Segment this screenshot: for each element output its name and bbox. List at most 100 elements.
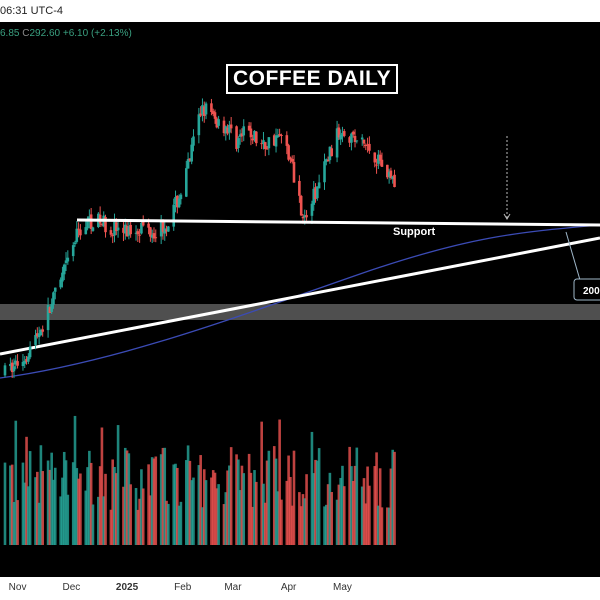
candle-body bbox=[217, 119, 220, 126]
candle-body bbox=[12, 366, 16, 372]
volume-bar bbox=[62, 451, 66, 545]
volume-bar bbox=[298, 492, 301, 545]
candle-body bbox=[375, 164, 378, 166]
candle-body bbox=[100, 223, 104, 225]
volume-bar bbox=[199, 455, 202, 545]
candle-body bbox=[66, 257, 70, 262]
volume-bar bbox=[64, 460, 68, 545]
candle-body bbox=[167, 226, 170, 232]
volume-bar bbox=[255, 481, 258, 545]
candle-body bbox=[163, 228, 167, 234]
candle-body bbox=[355, 140, 359, 142]
volume-bar bbox=[299, 506, 303, 545]
candle-body bbox=[136, 231, 140, 235]
candle-body bbox=[213, 112, 217, 119]
candle-body bbox=[190, 144, 193, 162]
candle-body bbox=[299, 195, 303, 216]
volume-bar bbox=[366, 466, 369, 545]
volume-bar bbox=[114, 473, 118, 545]
candle-body bbox=[50, 304, 53, 312]
candle-body bbox=[341, 132, 344, 137]
candle-body bbox=[79, 229, 82, 236]
volume-bar bbox=[37, 502, 41, 545]
candle-body bbox=[353, 135, 357, 142]
volume-bar bbox=[247, 453, 251, 545]
candle-body bbox=[274, 135, 278, 147]
candle-body bbox=[242, 126, 246, 136]
candle-body bbox=[260, 143, 263, 145]
volume-bar bbox=[238, 490, 242, 545]
support-line bbox=[76, 218, 600, 227]
candle-body bbox=[202, 106, 206, 116]
volume-bar bbox=[355, 447, 359, 545]
volume-bar bbox=[290, 505, 294, 545]
candle-body bbox=[129, 224, 132, 235]
candle-body bbox=[373, 152, 377, 163]
volume-bar bbox=[276, 491, 280, 545]
price-chart-svg: Support 200 bbox=[0, 98, 600, 545]
volume-bar bbox=[3, 462, 7, 545]
volume-bar bbox=[176, 467, 179, 545]
volume-bar bbox=[337, 484, 341, 545]
volume-bar bbox=[389, 468, 393, 545]
volume-bar bbox=[210, 477, 213, 545]
volume-bar bbox=[116, 425, 120, 545]
volume-bar bbox=[267, 450, 271, 545]
volume-bar bbox=[152, 458, 156, 545]
candle-body bbox=[342, 131, 346, 136]
candle-body bbox=[305, 215, 308, 218]
volume-bar bbox=[161, 447, 165, 545]
x-tick-apr: Apr bbox=[280, 582, 297, 593]
candle-body bbox=[298, 180, 301, 196]
candle-body bbox=[16, 361, 19, 366]
support-label: Support bbox=[393, 226, 435, 238]
volume-bar bbox=[134, 488, 138, 545]
dotted-marker-arrow bbox=[503, 213, 511, 220]
candle-body bbox=[278, 134, 281, 136]
candle-body bbox=[235, 126, 238, 149]
x-tick-may: May bbox=[333, 582, 352, 593]
x-tick-feb: Feb bbox=[174, 582, 192, 593]
candle-body bbox=[21, 361, 25, 367]
volume-bar bbox=[215, 488, 219, 545]
candle-body bbox=[328, 146, 332, 161]
candle-body bbox=[215, 118, 219, 128]
volume-bar bbox=[75, 468, 79, 545]
volume-bar bbox=[339, 477, 342, 545]
candle-body bbox=[186, 159, 190, 169]
candle-body bbox=[339, 134, 342, 140]
candle-body bbox=[123, 224, 127, 234]
volume-bar bbox=[305, 474, 308, 545]
candle-body bbox=[75, 228, 79, 242]
volume-bar bbox=[129, 484, 132, 545]
candle-body bbox=[122, 227, 125, 233]
volume-bar bbox=[23, 482, 27, 545]
candle-body bbox=[362, 139, 366, 144]
candle-body bbox=[174, 197, 177, 205]
volume-bar bbox=[242, 473, 246, 545]
candle-body bbox=[251, 138, 255, 141]
volume-bar bbox=[325, 504, 328, 545]
candle-body bbox=[154, 237, 158, 239]
candle-body bbox=[89, 214, 93, 229]
volume-bar bbox=[127, 453, 131, 545]
candle-body bbox=[172, 204, 176, 227]
shaded-zone bbox=[0, 304, 600, 320]
candle-body bbox=[36, 333, 39, 337]
candle-body bbox=[204, 103, 208, 115]
candle-body bbox=[364, 145, 368, 147]
chart-title: COFFEE DAILY bbox=[226, 64, 399, 94]
volume-bar bbox=[186, 445, 190, 545]
volume-bar bbox=[71, 462, 75, 545]
volume-bar bbox=[310, 431, 314, 545]
candle-body bbox=[253, 130, 256, 140]
chart-area[interactable]: Support 200 6.85 C292.60 +6.10 (+2.13%) C… bbox=[0, 22, 600, 577]
volume-bar bbox=[46, 460, 50, 545]
volume-bar bbox=[136, 509, 140, 545]
volume-bar bbox=[12, 502, 16, 545]
x-tick-nov: Nov bbox=[8, 582, 27, 593]
volume-bar bbox=[98, 466, 102, 545]
volume-bar bbox=[224, 492, 228, 545]
volume-bar bbox=[393, 451, 396, 545]
candle-body bbox=[249, 128, 253, 138]
